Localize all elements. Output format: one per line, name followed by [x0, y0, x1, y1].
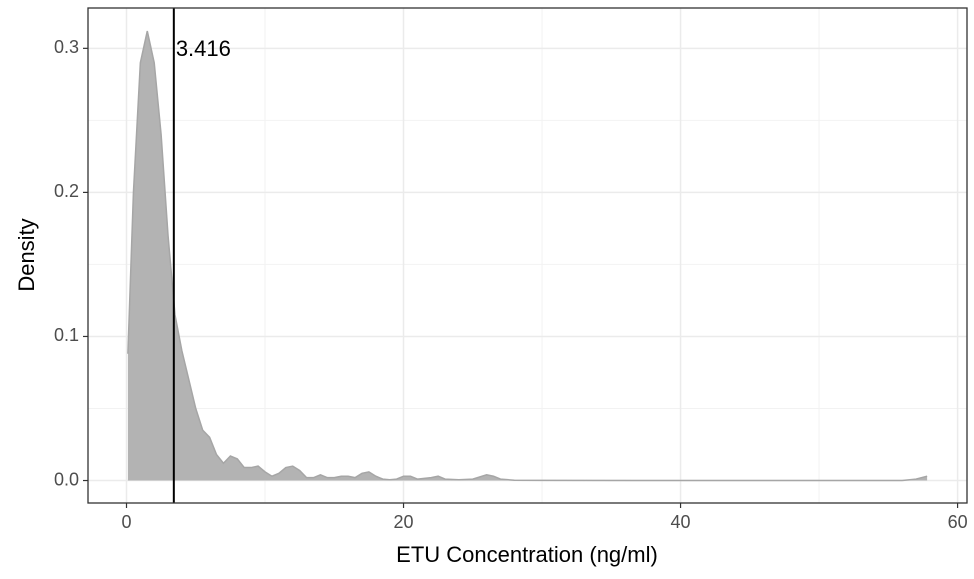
x-tick-label: 20 [394, 512, 414, 532]
x-tick-label: 0 [121, 512, 131, 532]
density-line [127, 30, 928, 482]
y-axis-title: Density [14, 218, 39, 291]
y-tick-label: 0.0 [54, 469, 79, 489]
x-tick-label: 60 [948, 512, 968, 532]
x-axis-title: ETU Concentration (ng/ml) [396, 542, 658, 567]
x-tick-label: 40 [671, 512, 691, 532]
y-tick-label: 0.3 [54, 37, 79, 57]
panel-border [87, 7, 968, 504]
density-area [127, 31, 928, 481]
y-tick-label: 0.1 [54, 325, 79, 345]
reference-label: 3.416 [176, 36, 231, 61]
y-tick-label: 0.2 [54, 181, 79, 201]
